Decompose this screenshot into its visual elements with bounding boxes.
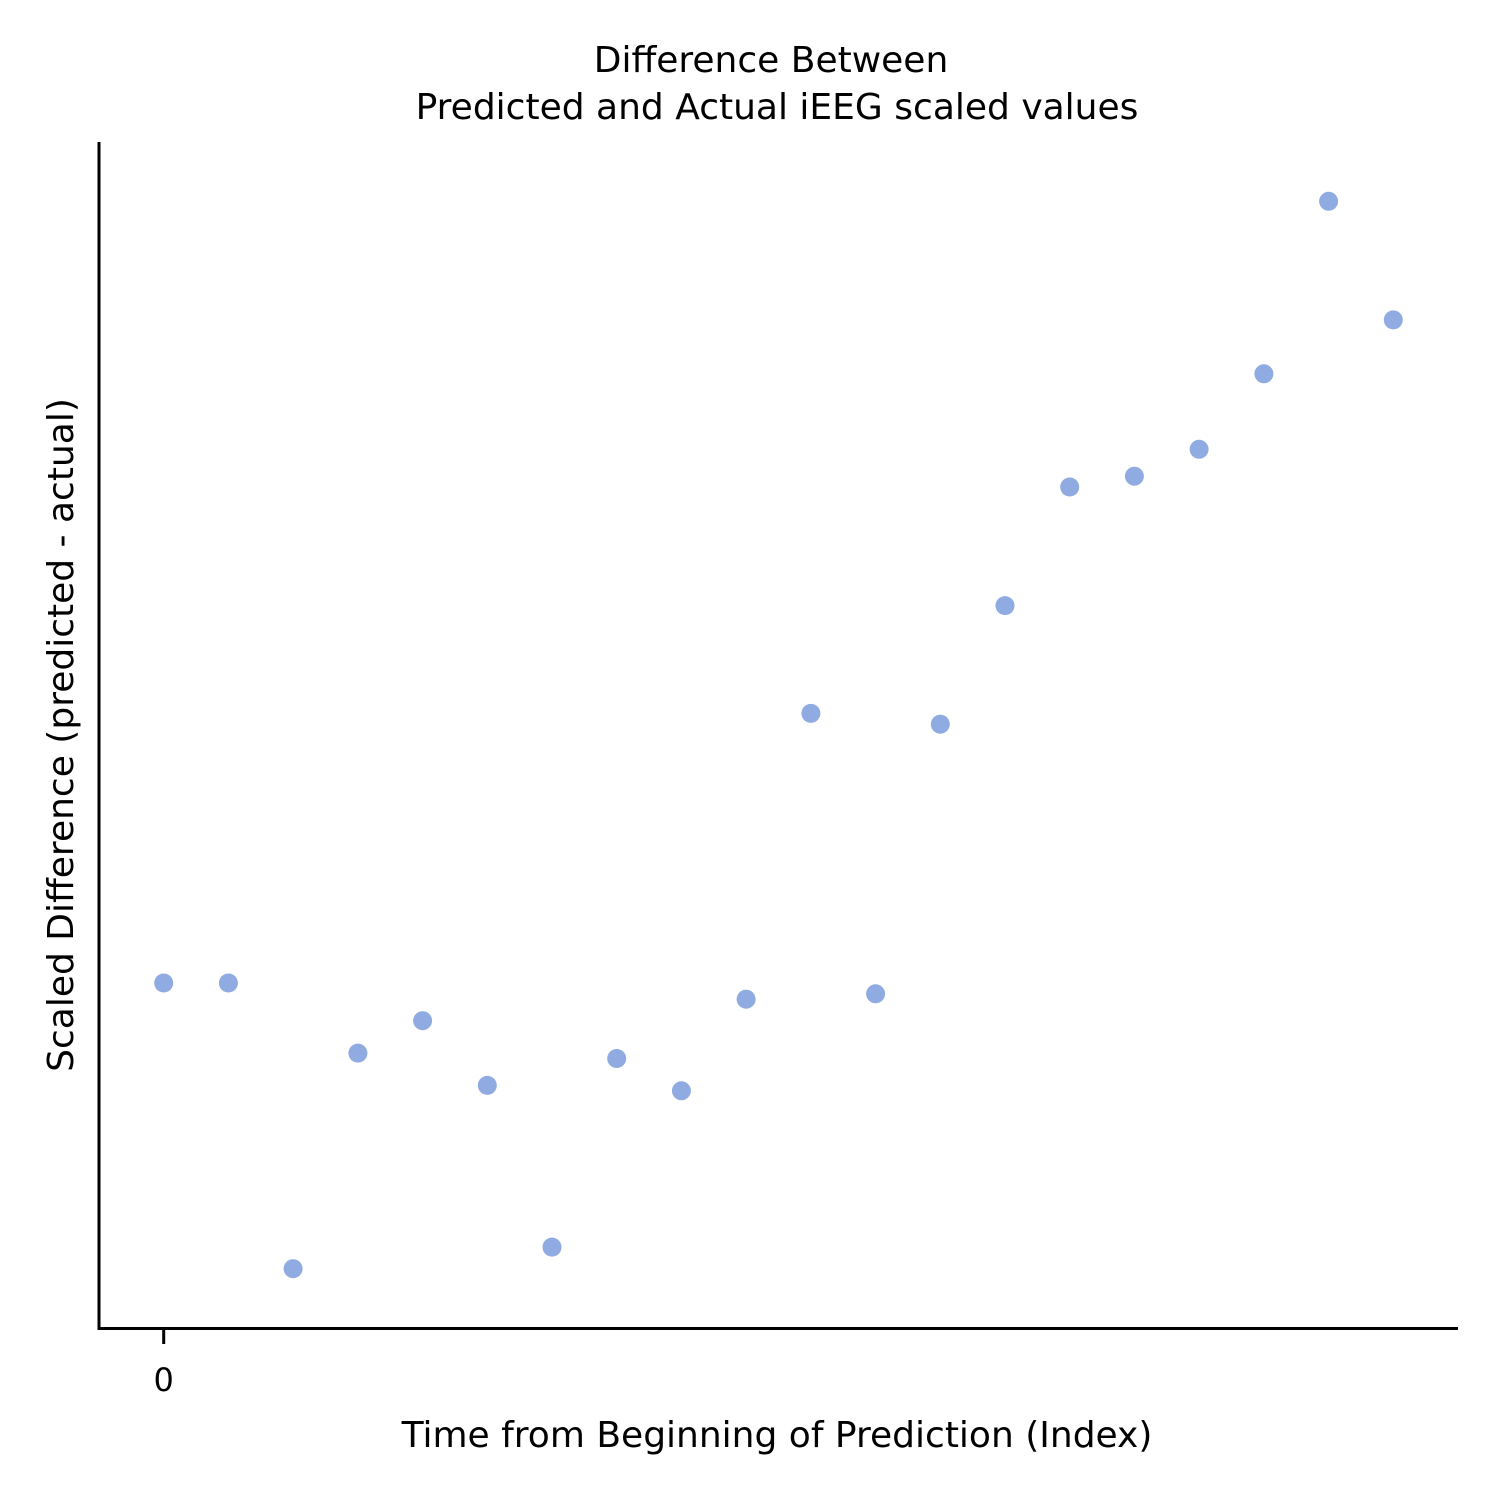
data-point: [542, 1237, 562, 1257]
data-point: [1189, 439, 1209, 459]
data-point: [1383, 310, 1403, 330]
data-point: [930, 714, 950, 734]
data-points: [154, 191, 1403, 1279]
data-point: [218, 973, 238, 993]
data-point: [866, 984, 886, 1004]
data-point: [413, 1011, 433, 1031]
data-point: [1060, 477, 1080, 497]
data-point: [1124, 466, 1144, 486]
chart-title-line-1: Difference Between: [594, 40, 949, 81]
data-point: [348, 1043, 368, 1063]
data-point: [995, 596, 1015, 616]
data-point: [671, 1081, 691, 1101]
x-ticks: 0: [154, 1330, 174, 1399]
data-point: [1319, 191, 1339, 211]
data-point: [283, 1259, 303, 1279]
data-point: [801, 703, 821, 723]
data-point: [607, 1049, 627, 1068]
data-point: [1254, 364, 1274, 384]
x-tick-label: 0: [154, 1361, 174, 1399]
data-point: [154, 973, 174, 993]
y-axis-label: Scaled Difference (predicted - actual): [41, 398, 82, 1072]
x-axis-label: Time from Beginning of Prediction (Index…: [401, 1415, 1153, 1456]
data-point: [477, 1075, 497, 1095]
data-point: [736, 989, 756, 1009]
chart-title-line-2: Predicted and Actual iEEG scaled values: [416, 87, 1139, 128]
